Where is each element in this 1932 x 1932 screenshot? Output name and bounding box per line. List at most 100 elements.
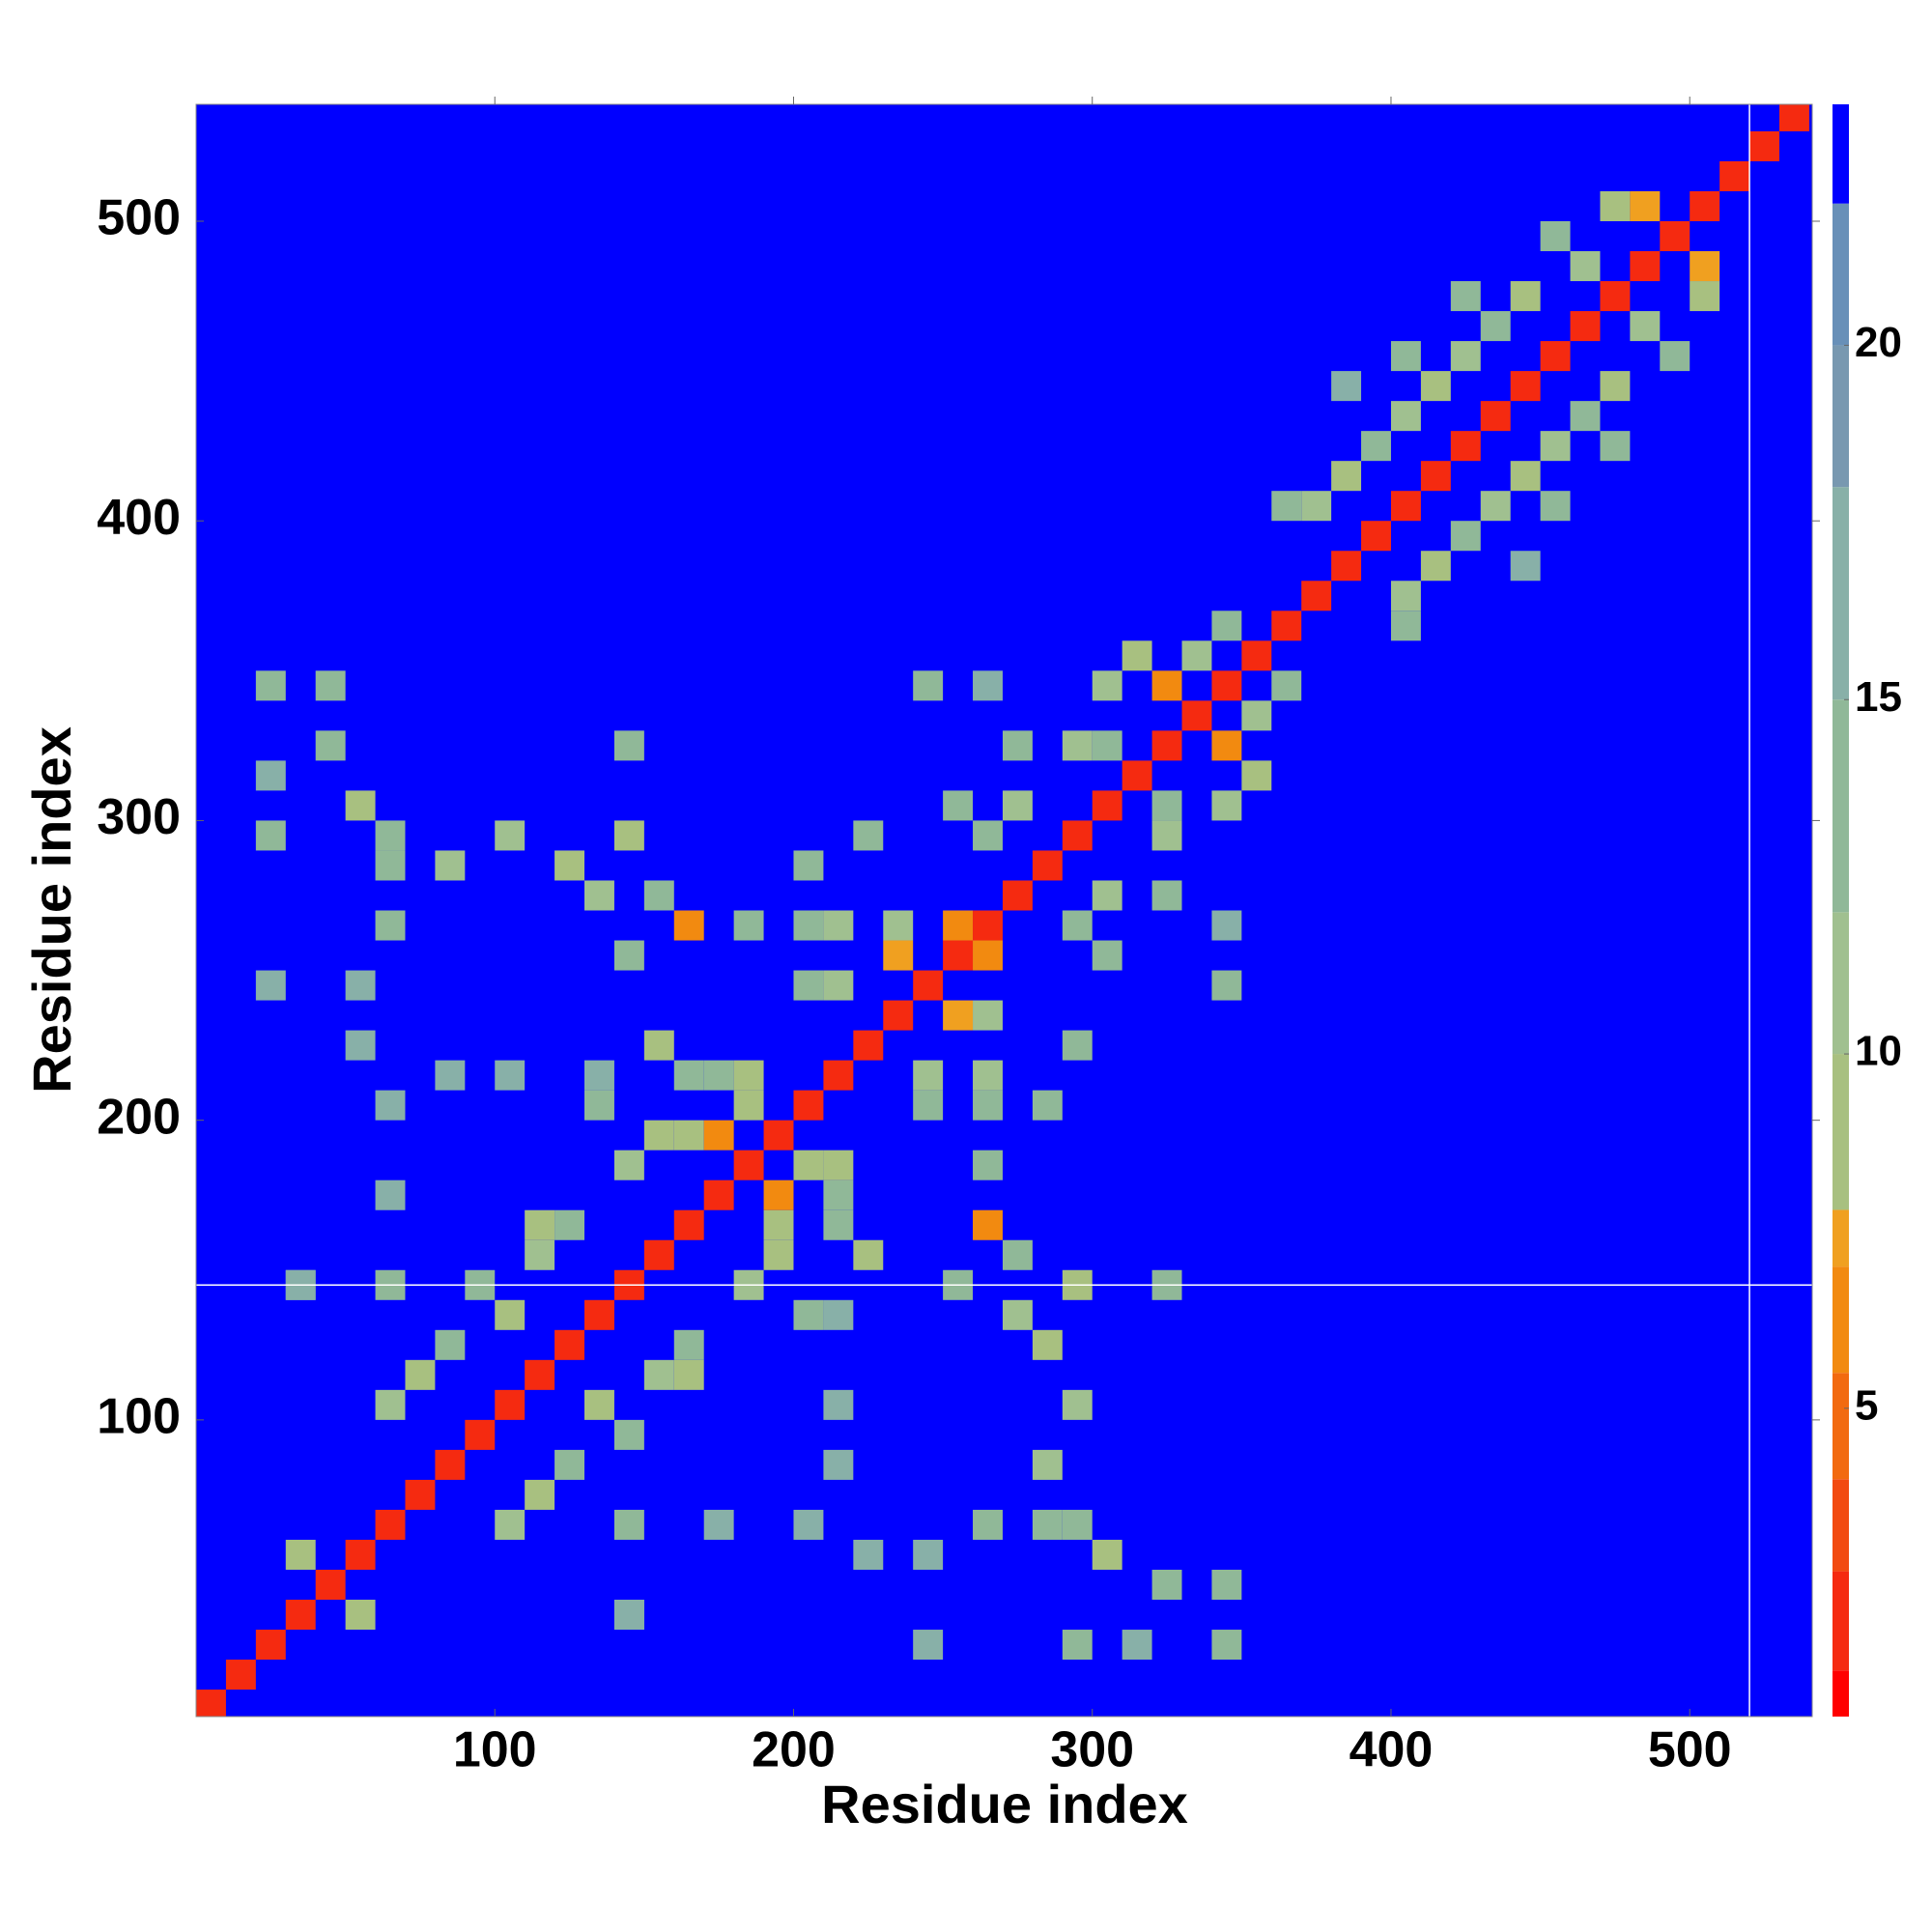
- heatmap-cell: [375, 1389, 406, 1420]
- y-tick-label: 400: [97, 490, 181, 546]
- heatmap-cell: [1600, 371, 1631, 402]
- heatmap-cell: [943, 1000, 974, 1031]
- heatmap-cell: [1151, 820, 1182, 851]
- heatmap-cell: [1092, 790, 1122, 821]
- heatmap-cell: [733, 1090, 764, 1121]
- heatmap-cell: [345, 970, 376, 1001]
- heatmap-cell: [1002, 1299, 1033, 1330]
- heatmap-cell: [375, 1090, 406, 1121]
- heatmap-cell: [345, 1600, 376, 1631]
- heatmap-cell: [1122, 760, 1152, 791]
- heatmap-cell: [1331, 461, 1362, 492]
- heatmap-cell: [1271, 491, 1302, 522]
- heatmap-cell: [315, 1569, 346, 1601]
- heatmap-cell: [943, 790, 974, 821]
- heatmap-cell: [584, 1299, 614, 1330]
- heatmap-cell: [823, 1389, 854, 1420]
- heatmap-cell: [913, 1539, 944, 1570]
- heatmap-cell: [375, 850, 406, 881]
- heatmap-cell: [375, 1509, 406, 1540]
- heatmap-cell: [853, 1030, 884, 1061]
- heatmap-cell: [673, 1060, 704, 1091]
- heatmap-cell: [1390, 491, 1421, 522]
- heatmap-cell: [763, 1179, 794, 1210]
- heatmap-cell: [465, 1419, 496, 1450]
- heatmap-cell: [1390, 401, 1421, 432]
- heatmap-cell: [973, 1150, 1003, 1180]
- heatmap-cell: [1301, 581, 1332, 611]
- heatmap-cell: [763, 1239, 794, 1270]
- heatmap-cell: [1510, 281, 1541, 312]
- heatmap-cell: [1540, 491, 1571, 522]
- heatmap-cell: [673, 1120, 704, 1151]
- heatmap-cell: [613, 1419, 644, 1450]
- heatmap-cell: [1570, 401, 1601, 432]
- y-tick-label: 200: [97, 1089, 181, 1145]
- heatmap-cell: [613, 1150, 644, 1180]
- heatmap-cell: [643, 1239, 674, 1270]
- heatmap-cell: [1271, 670, 1302, 701]
- heatmap-cell: [1032, 1329, 1063, 1360]
- heatmap-cell: [375, 820, 406, 851]
- heatmap-cell: [853, 820, 884, 851]
- heatmap-cell: [1241, 700, 1272, 731]
- heatmap-cell: [1271, 611, 1302, 641]
- heatmap-cell: [525, 1239, 555, 1270]
- heatmap-cell: [375, 910, 406, 941]
- x-tick-label: 100: [453, 1722, 537, 1778]
- heatmap-cell: [853, 1539, 884, 1570]
- heatmap-cell: [285, 1539, 316, 1570]
- x-tick-label: 500: [1648, 1722, 1732, 1778]
- heatmap-cell: [345, 790, 376, 821]
- heatmap-cell: [613, 940, 644, 971]
- heatmap-cell: [973, 1060, 1003, 1091]
- heatmap-cell: [703, 1120, 734, 1151]
- heatmap-cell: [973, 1509, 1003, 1540]
- heatmap-cell: [913, 670, 944, 701]
- y-tick-label: 300: [97, 789, 181, 845]
- heatmap-cell: [1778, 104, 1809, 131]
- heatmap-cell: [973, 820, 1003, 851]
- heatmap-cell: [1032, 1449, 1063, 1480]
- heatmap-cell: [1690, 190, 1720, 221]
- heatmap-cell: [1390, 581, 1421, 611]
- x-tick-label: 200: [752, 1722, 836, 1778]
- heatmap-cell: [823, 1150, 854, 1180]
- heatmap-cell: [435, 1449, 466, 1480]
- heatmap-cell: [973, 1209, 1003, 1240]
- heatmap-cell: [613, 1600, 644, 1631]
- heatmap-cell: [943, 910, 974, 941]
- heatmap-cell: [405, 1359, 436, 1390]
- heatmap-cell: [1540, 220, 1571, 252]
- heatmap-cell: [1480, 401, 1511, 432]
- heatmap-cell: [554, 1329, 585, 1360]
- heatmap-cell: [1690, 251, 1720, 282]
- colorbar-band: [1833, 1479, 1849, 1572]
- heatmap-cell: [1450, 281, 1481, 312]
- heatmap-cell: [1450, 521, 1481, 552]
- heatmap-cell: [255, 1630, 286, 1661]
- heatmap-cell: [525, 1209, 555, 1240]
- heatmap-cell: [375, 1179, 406, 1210]
- heatmap-cell: [823, 1449, 854, 1480]
- heatmap-cell: [1420, 551, 1451, 582]
- colorbar-band: [1833, 1209, 1849, 1267]
- heatmap-cell: [793, 910, 824, 941]
- plot-frame: [195, 103, 1813, 1718]
- heatmap-cell: [1660, 341, 1690, 372]
- heatmap-cell: [913, 1090, 944, 1121]
- heatmap-cell: [853, 1239, 884, 1270]
- colorbar-band: [1833, 104, 1849, 204]
- heatmap-cell: [1241, 760, 1272, 791]
- heatmap-cell: [823, 910, 854, 941]
- heatmap-cell: [1331, 551, 1362, 582]
- heatmap-cell: [703, 1509, 734, 1540]
- heatmap-cell: [1480, 491, 1511, 522]
- heatmap-cell: [1062, 1509, 1093, 1540]
- heatmap-cell: [763, 1209, 794, 1240]
- colorbar-band: [1833, 345, 1849, 488]
- heatmap-cell: [733, 1060, 764, 1091]
- heatmap-cell: [823, 970, 854, 1001]
- heatmap-cell: [345, 1030, 376, 1061]
